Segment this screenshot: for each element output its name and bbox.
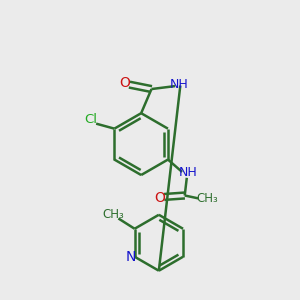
Text: O: O xyxy=(154,191,165,206)
Text: N: N xyxy=(126,250,136,264)
Text: CH₃: CH₃ xyxy=(102,208,124,221)
Text: NH: NH xyxy=(179,166,198,179)
Text: O: O xyxy=(119,76,130,90)
Text: Cl: Cl xyxy=(84,113,97,126)
Text: CH₃: CH₃ xyxy=(196,192,218,205)
Text: NH: NH xyxy=(169,78,188,91)
